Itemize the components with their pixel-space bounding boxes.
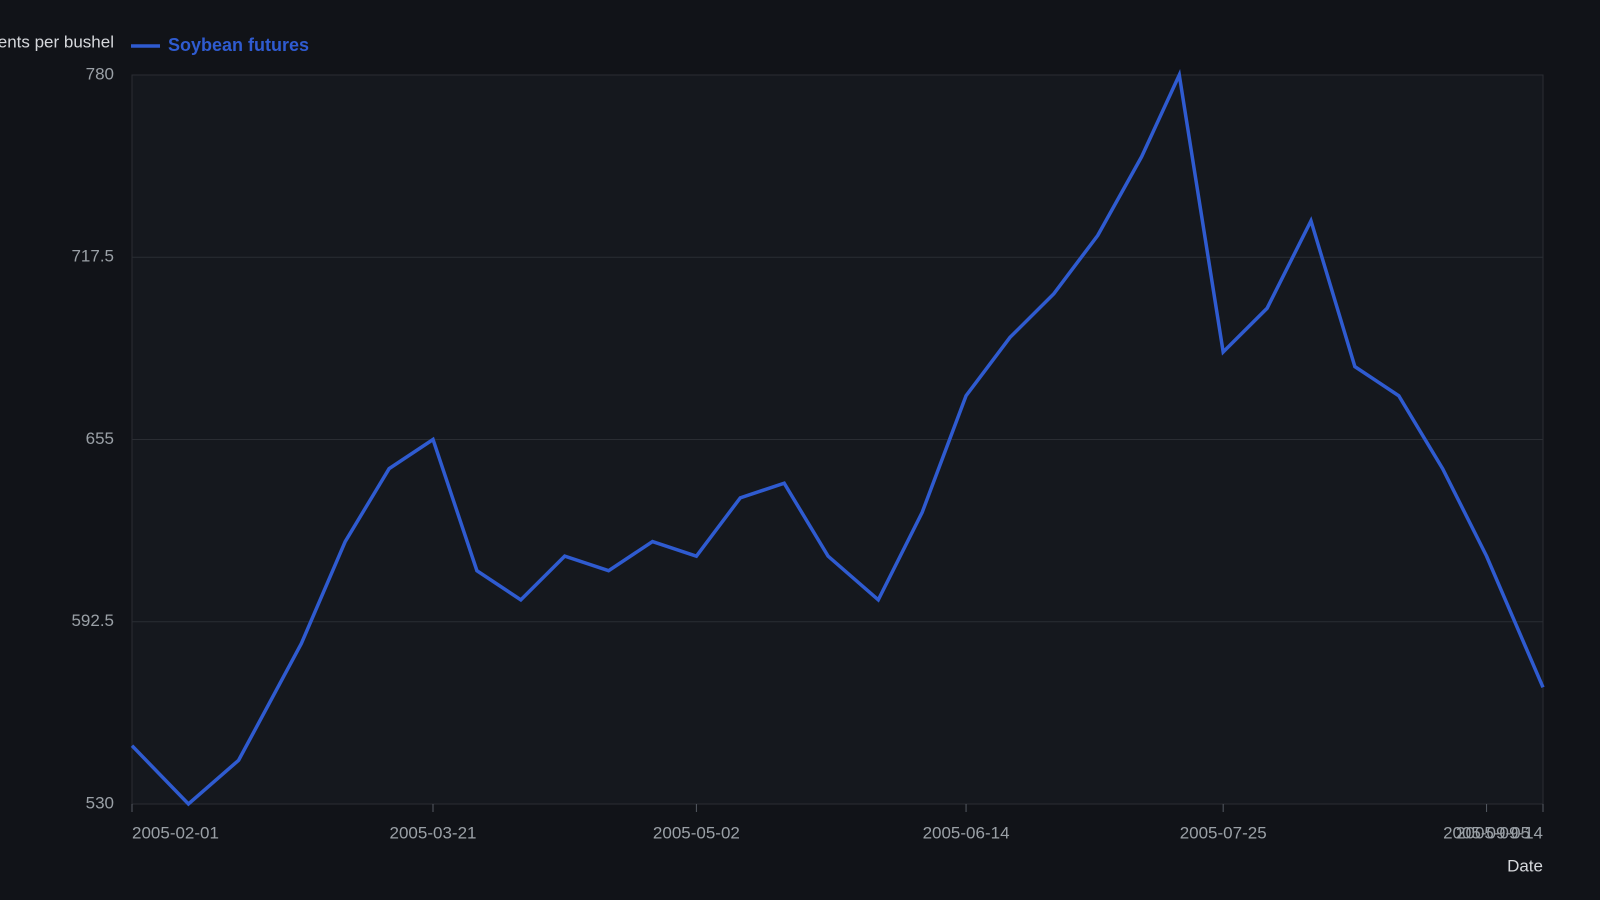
x-tick-label: 2005-07-25	[1180, 823, 1267, 842]
x-tick-label: 2005-05-02	[653, 823, 740, 842]
y-axis-label: Cents per bushel	[0, 32, 114, 51]
y-tick-label: 780	[86, 64, 114, 83]
y-tick-label: 717.5	[71, 247, 114, 266]
legend-label: Soybean futures	[168, 35, 309, 55]
data-line	[130, 69, 1545, 807]
x-tick-label: 2005-09-14	[1456, 823, 1543, 842]
x-tick-label: 2005-02-01	[132, 823, 219, 842]
y-tick-label: 530	[86, 793, 114, 812]
x-tick-label: 2005-09-05	[1443, 823, 1530, 842]
y-tick-label: 592.5	[71, 611, 114, 630]
x-tick-label: 2005-03-21	[390, 823, 477, 842]
x-tick-label: 2005-06-14	[923, 823, 1010, 842]
y-tick-label: 655	[86, 429, 114, 448]
x-axis-label: Date	[1507, 856, 1543, 875]
